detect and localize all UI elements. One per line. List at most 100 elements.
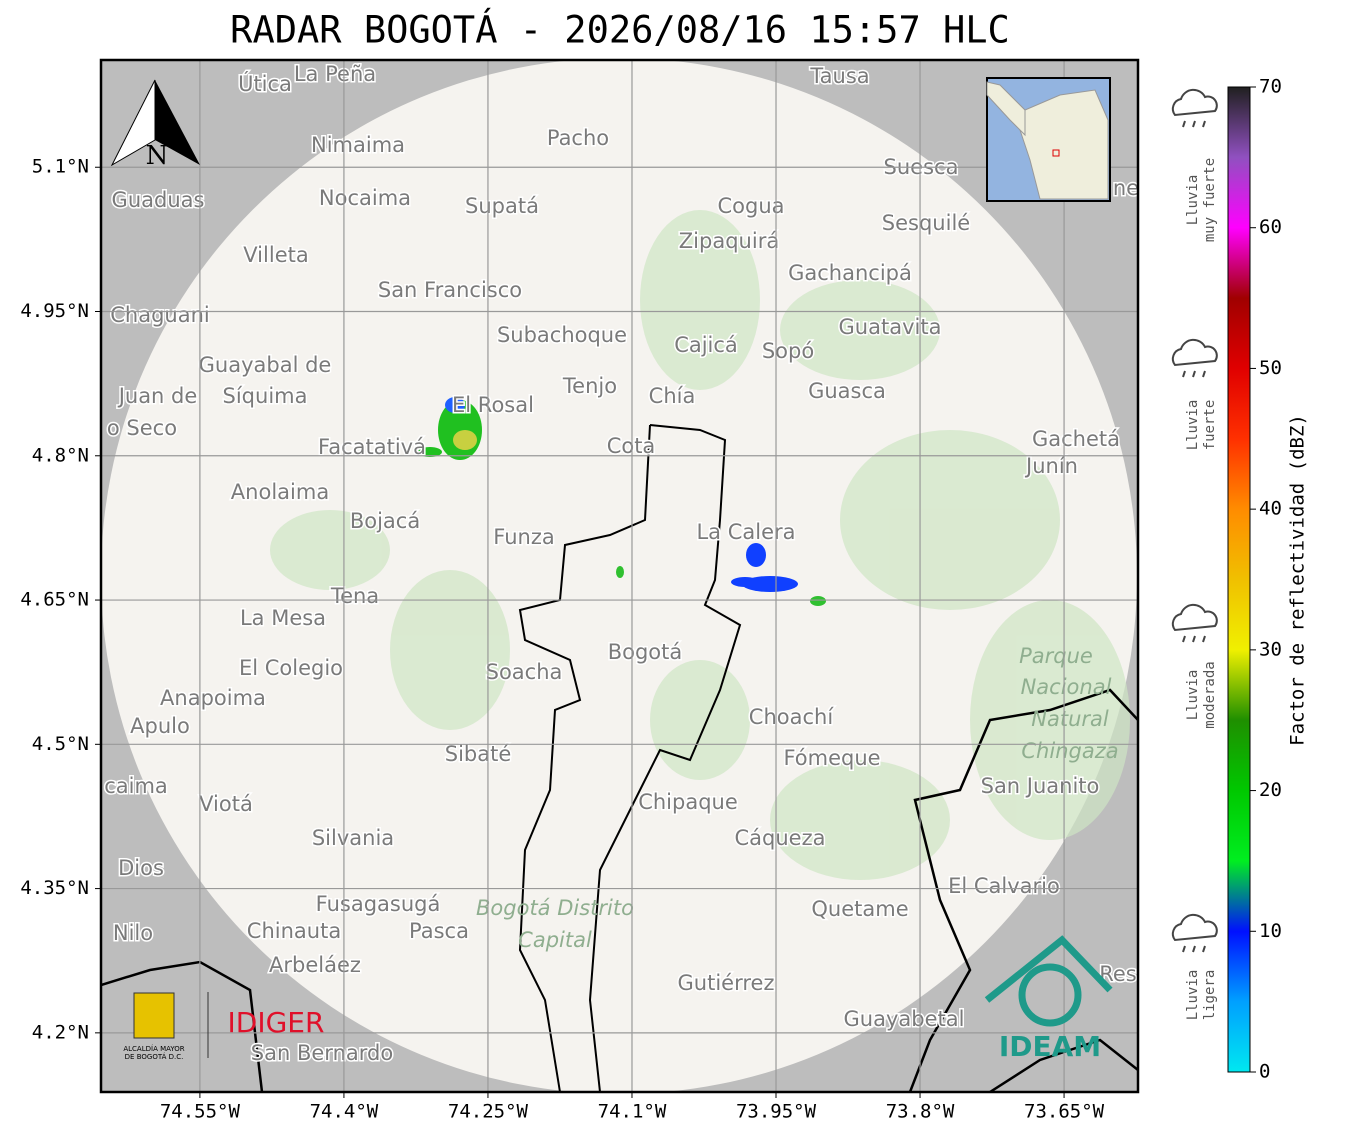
y-tick-label: 4.8°N	[32, 444, 89, 466]
place-label: Cogua	[717, 194, 784, 218]
colorbar-tick-label: 50	[1259, 357, 1282, 379]
x-tick-label: 73.65°W	[1024, 1101, 1105, 1123]
place-label: Sesquilé	[882, 211, 970, 235]
x-tick-label: 74.1°W	[598, 1101, 667, 1123]
legend-label: Lluvia	[1185, 175, 1201, 226]
ideam-swirl	[1018, 963, 1082, 1027]
place-label: San Juanito	[981, 774, 1100, 798]
place-label: Gachetá	[1032, 427, 1120, 451]
legend-label: moderada	[1202, 661, 1218, 728]
inset-land	[1019, 89, 1109, 200]
colorbar-tick-label: 10	[1259, 920, 1282, 942]
colorbar-tick-label: 0	[1259, 1061, 1270, 1083]
place-label: Supatá	[465, 194, 539, 218]
rain-icon	[1171, 913, 1218, 942]
place-label: Pasca	[409, 919, 469, 943]
park-label: Parque	[1019, 644, 1093, 668]
place-label: o Seco	[107, 416, 177, 440]
title: RADAR BOGOTÁ - 2026/08/16 15:57 HLC	[230, 8, 1010, 52]
colorbar-tick-label: 20	[1259, 779, 1282, 801]
place-label: Apulo	[130, 714, 190, 738]
place-label: Nocaima	[319, 186, 411, 210]
y-tick-label: 5.1°N	[32, 156, 89, 178]
place-label: Cota	[607, 434, 656, 458]
place-label: Silvania	[312, 826, 394, 850]
legend-label: ligera	[1202, 970, 1218, 1021]
place-label: Arbeláez	[269, 953, 361, 977]
ideam-roof	[984, 935, 1113, 1003]
legend-label: muy fuerte	[1202, 158, 1218, 242]
place-label: Guaduas	[112, 188, 205, 212]
place-label: Fómeque	[783, 746, 880, 770]
place-label: Gutiérrez	[678, 971, 775, 995]
place-label: Soacha	[486, 660, 563, 684]
colorbar-tick-label: 70	[1259, 76, 1282, 98]
place-label: El Colegio	[239, 656, 343, 680]
place-label: Bogotá	[608, 640, 683, 664]
place-label: Quetame	[811, 897, 908, 921]
y-tick-label: 4.65°N	[20, 589, 89, 611]
place-label: Anapoima	[160, 686, 266, 710]
x-tick-label: 73.8°W	[886, 1101, 955, 1123]
legend-label: Lluvia	[1185, 670, 1201, 721]
place-label: Nilo	[113, 921, 153, 945]
ideam-logo: IDEAM	[999, 1030, 1101, 1063]
place-label: Chía	[649, 384, 696, 408]
rain-drops	[1182, 635, 1206, 643]
y-tick-label: 4.35°N	[20, 877, 89, 899]
place-label: Guasca	[808, 379, 886, 403]
rain-icon	[1171, 338, 1218, 367]
place-label: Guayabetal	[844, 1007, 965, 1031]
place-label: Fusagasugá	[316, 892, 441, 916]
place-label: Anolaima	[231, 480, 329, 504]
colorbar-tick-label: 60	[1259, 216, 1282, 238]
radar-echoes	[418, 397, 826, 606]
place-label: Cajicá	[674, 333, 738, 357]
logo-text: DE BOGOTÁ D.C.	[125, 1052, 184, 1061]
place-label: Chaguani	[110, 303, 210, 327]
place-label: Útica	[238, 71, 292, 96]
place-label: El Rosal	[452, 393, 534, 417]
colorbar-label: Factor de reflectividad (dBZ)	[1287, 414, 1309, 746]
place-label: Choachí	[749, 705, 835, 729]
map: Útica La Peña Tausa Nimaima Pacho Guaduas Noca…	[101, 60, 1139, 1092]
vegetation	[270, 210, 1130, 880]
x-tick-label: 74.25°W	[448, 1101, 529, 1123]
place-label: Nimaima	[311, 133, 405, 157]
district-border	[518, 424, 742, 1092]
place-label: caima	[104, 774, 168, 798]
place-label: San Bernardo	[251, 1041, 393, 1065]
y-tick-label: 4.95°N	[20, 300, 89, 322]
place-label: Cáqueza	[735, 826, 826, 850]
legend-label: fuerte	[1202, 400, 1218, 451]
inset-marker	[1052, 149, 1060, 157]
place-label: El Calvario	[948, 874, 1060, 898]
place-label: Villeta	[243, 243, 308, 267]
place-label: Dios	[118, 856, 164, 880]
map-frame	[99, 58, 1140, 1094]
place-label: Tausa	[809, 64, 869, 88]
rain-drops	[1182, 120, 1206, 128]
north-label: N	[146, 141, 169, 171]
colorbar-tick-label: 40	[1259, 498, 1282, 520]
y-tick-label: 4.5°N	[32, 733, 89, 755]
place-label: Subachoque	[497, 323, 627, 347]
x-tick-label: 73.95°W	[736, 1101, 817, 1123]
x-tick-label: 74.4°W	[310, 1101, 379, 1123]
place-label: Síquima	[223, 384, 308, 408]
alcaldia-shield	[133, 992, 175, 1039]
place-label: La Mesa	[240, 606, 326, 630]
place-label: Guayabal de	[199, 353, 332, 377]
place-label: Juan de	[117, 384, 198, 408]
place-label: Tenjo	[562, 374, 617, 398]
rain-drops	[1182, 370, 1206, 378]
place-label: Tena	[330, 584, 379, 608]
place-label: Gachancipá	[788, 261, 912, 285]
park-label: Capital	[518, 928, 592, 952]
place-label: Sopó	[762, 339, 814, 363]
place-label: Bojacá	[350, 509, 420, 533]
x-tick-label: 74.55°W	[160, 1101, 241, 1123]
place-label: ne	[1113, 176, 1139, 200]
rain-drops	[1182, 945, 1206, 953]
